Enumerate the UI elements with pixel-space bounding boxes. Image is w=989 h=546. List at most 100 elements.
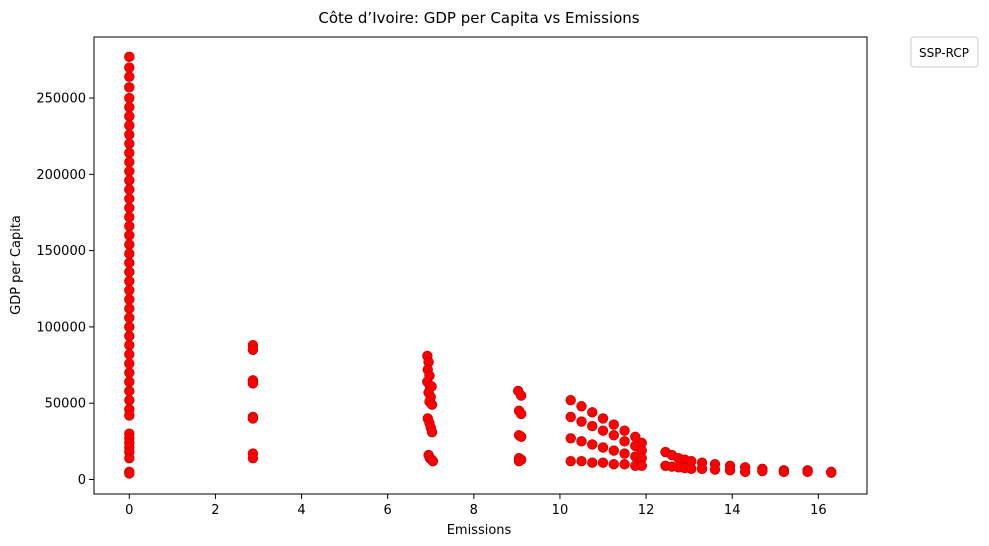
data-point xyxy=(515,408,527,420)
data-point xyxy=(124,239,135,250)
data-point xyxy=(124,202,135,214)
data-point xyxy=(124,71,135,82)
data-point xyxy=(587,457,598,468)
data-point xyxy=(515,431,527,442)
data-point xyxy=(124,358,135,369)
x-tick-label: 10 xyxy=(552,503,569,518)
x-axis-ticks: 0 2 4 6 8 10 12 14 16 xyxy=(125,494,827,518)
y-axis-label: GDP per Capita xyxy=(9,215,24,315)
plot-area xyxy=(93,36,868,495)
data-points xyxy=(124,51,837,479)
data-point xyxy=(124,175,135,186)
data-point xyxy=(124,394,135,406)
data-point xyxy=(619,425,630,436)
data-point xyxy=(124,248,135,259)
data-point xyxy=(247,452,259,464)
data-point xyxy=(124,120,135,131)
data-point xyxy=(739,466,751,478)
data-point xyxy=(636,460,647,471)
y-tick-label: 250000 xyxy=(36,92,86,107)
data-point xyxy=(587,420,598,432)
data-point xyxy=(515,390,527,401)
data-point xyxy=(124,294,135,305)
data-point xyxy=(427,455,439,467)
data-point xyxy=(124,410,135,421)
y-tick-label: 200000 xyxy=(36,168,86,183)
chart-title: Côte d’Ivoire: GDP per Capita vs Emissio… xyxy=(318,9,639,27)
data-point xyxy=(724,465,736,476)
data-point xyxy=(802,466,813,478)
data-point xyxy=(124,129,135,140)
legend: SSP-RCP xyxy=(910,36,979,68)
data-point xyxy=(247,344,259,356)
data-point xyxy=(597,442,609,453)
data-point xyxy=(247,413,259,424)
data-point xyxy=(124,51,135,63)
x-tick-label: 8 xyxy=(470,503,478,518)
data-point xyxy=(778,466,790,478)
data-point xyxy=(124,147,135,159)
data-point xyxy=(124,62,135,73)
y-axis-ticks: 0 50000 100000 150000 200000 250000 xyxy=(36,92,94,488)
data-point xyxy=(124,166,135,177)
data-point xyxy=(576,416,587,427)
data-point xyxy=(426,399,438,410)
data-point xyxy=(124,221,135,232)
data-point xyxy=(619,459,630,470)
y-tick-label: 100000 xyxy=(36,320,86,335)
data-point xyxy=(124,101,135,113)
data-point xyxy=(619,448,630,459)
data-point xyxy=(124,230,135,241)
x-tick-label: 4 xyxy=(297,503,305,518)
data-point xyxy=(686,463,697,475)
data-point xyxy=(124,468,135,479)
y-tick-label: 150000 xyxy=(36,244,86,259)
data-point xyxy=(565,411,576,423)
data-point xyxy=(124,138,135,150)
legend-title: SSP-RCP xyxy=(919,46,969,60)
data-point xyxy=(565,455,576,467)
x-tick-label: 16 xyxy=(810,503,827,518)
data-point xyxy=(124,184,135,195)
data-point xyxy=(709,464,721,475)
x-tick-label: 2 xyxy=(211,503,219,518)
data-point xyxy=(576,436,587,447)
data-point xyxy=(124,330,135,342)
data-point xyxy=(247,378,259,389)
data-point xyxy=(597,457,609,468)
data-point xyxy=(124,367,135,378)
data-point xyxy=(124,211,135,223)
data-point xyxy=(757,465,768,477)
data-point xyxy=(124,349,135,360)
x-tick-label: 12 xyxy=(638,503,655,518)
data-point xyxy=(124,376,135,388)
data-point xyxy=(124,285,135,296)
data-point xyxy=(124,275,135,287)
data-point xyxy=(565,394,576,406)
data-point xyxy=(576,455,587,467)
data-point xyxy=(124,92,135,104)
data-point xyxy=(124,82,135,93)
x-axis-label: Emissions xyxy=(447,523,512,538)
data-point xyxy=(124,385,135,397)
data-point xyxy=(124,312,135,323)
x-tick-label: 0 xyxy=(125,503,133,518)
data-point xyxy=(124,266,135,278)
data-point xyxy=(124,340,135,351)
data-point xyxy=(124,452,135,464)
y-tick-label: 50000 xyxy=(45,397,86,412)
data-point xyxy=(696,463,708,475)
data-point xyxy=(124,303,135,314)
data-point xyxy=(608,445,619,456)
data-point xyxy=(597,413,609,424)
data-point xyxy=(619,436,630,447)
data-point xyxy=(576,401,587,412)
legend-box xyxy=(910,36,979,68)
x-tick-label: 6 xyxy=(384,503,392,518)
data-point xyxy=(124,193,135,204)
data-point xyxy=(826,467,837,478)
data-point xyxy=(597,425,609,436)
data-point xyxy=(124,257,135,269)
